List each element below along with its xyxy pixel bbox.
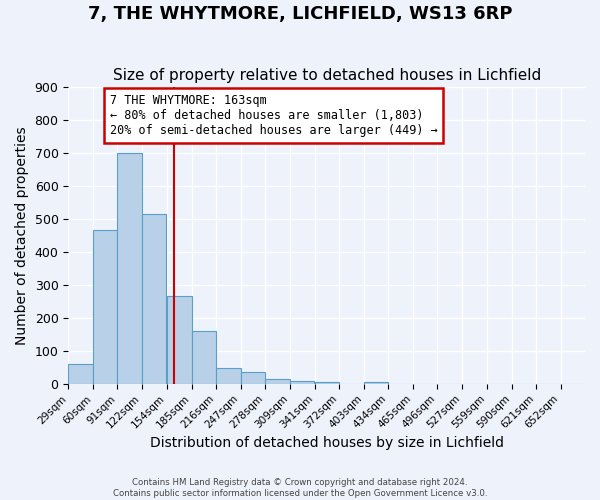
Text: 7 THE WHYTMORE: 163sqm
← 80% of detached houses are smaller (1,803)
20% of semi-: 7 THE WHYTMORE: 163sqm ← 80% of detached… [110, 94, 437, 138]
Bar [290, 380, 314, 384]
Bar [315, 382, 339, 384]
Bar [68, 364, 93, 384]
X-axis label: Distribution of detached houses by size in Lichfield: Distribution of detached houses by size … [149, 436, 503, 450]
Bar [364, 382, 388, 384]
Bar [93, 230, 117, 384]
Bar [265, 379, 290, 384]
Text: 7, THE WHYTMORE, LICHFIELD, WS13 6RP: 7, THE WHYTMORE, LICHFIELD, WS13 6RP [88, 5, 512, 23]
Bar [142, 214, 166, 384]
Bar [117, 153, 142, 384]
Title: Size of property relative to detached houses in Lichfield: Size of property relative to detached ho… [113, 68, 541, 83]
Bar [216, 368, 241, 384]
Text: Contains HM Land Registry data © Crown copyright and database right 2024.
Contai: Contains HM Land Registry data © Crown c… [113, 478, 487, 498]
Bar [241, 372, 265, 384]
Bar [191, 331, 216, 384]
Y-axis label: Number of detached properties: Number of detached properties [15, 126, 29, 344]
Bar [167, 296, 191, 384]
